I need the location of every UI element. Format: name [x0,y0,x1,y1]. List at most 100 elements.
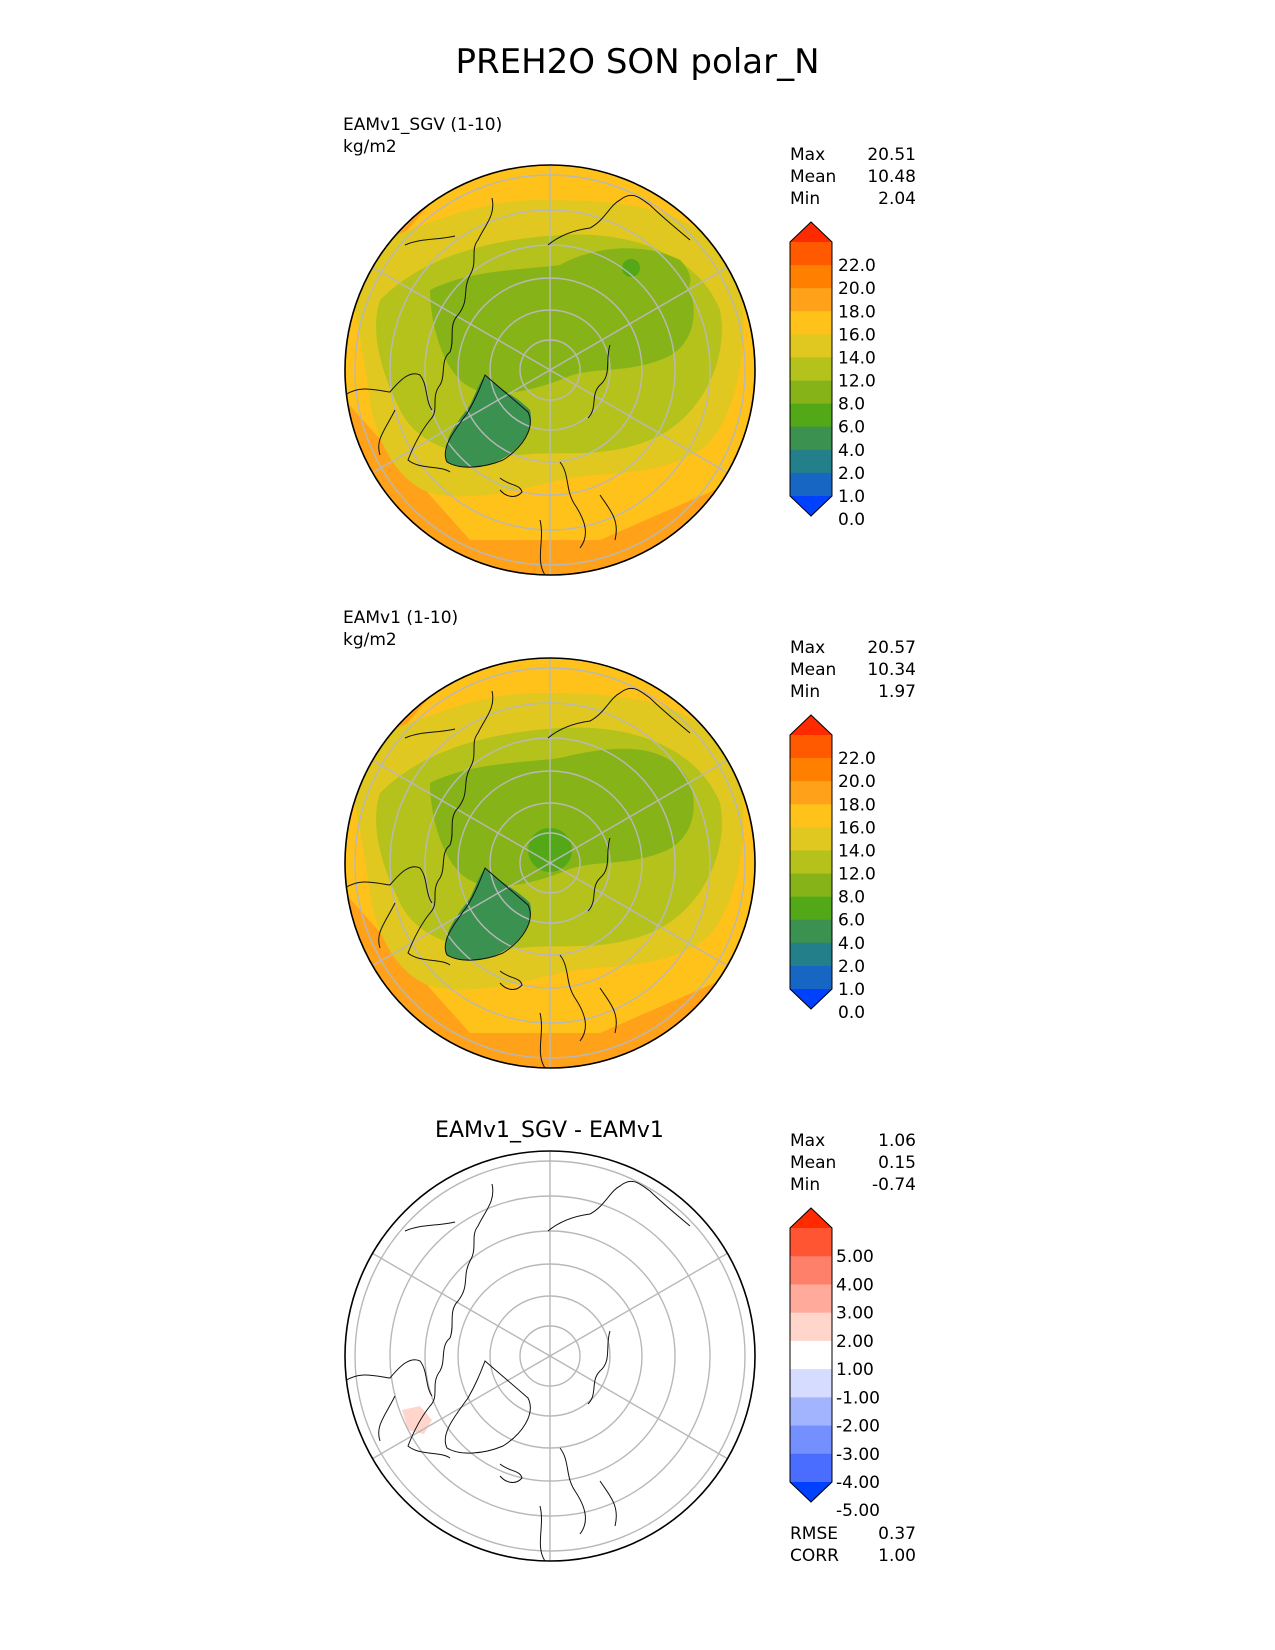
colorbar-tick-label: 1.0 [838,980,865,1000]
colorbar-tick-label: 22.0 [838,749,876,769]
colorbar-segment [790,311,832,335]
reference-map [344,657,756,1069]
colorbar-segment [790,781,832,805]
colorbar-tick-label: 5.00 [836,1247,874,1267]
colorbar-segment [790,472,832,497]
reference-coastlines [345,687,691,1068]
colorbar-tick-label: 6.0 [838,418,865,438]
stat-value: 10.48 [867,167,916,187]
colorbar-segment [790,827,832,851]
colorbar-segment [790,1397,832,1427]
test-coastlines [345,194,691,575]
colorbar-tick-label: 8.0 [838,395,865,415]
colorbar-segment [790,334,832,358]
colorbar-segment [790,403,832,428]
colorbar-segment [790,357,832,382]
colorbar-tick-label: 20.0 [838,772,876,792]
colorbar-segment [790,896,832,921]
test-colorbar: 22.0 20.0 18.0 16.0 14.0 12.0 8.0 6.0 4.0 2.0 1.0 0… [789,221,876,530]
difference-stats: Max 1.06 Mean 0.15 Min -0.74 [790,1130,916,1196]
colorbar-segment [790,1425,832,1455]
test-map-border [344,164,756,576]
test-model-label: EAMv1_SGV (1-10) [343,115,503,135]
colorbar-segment [790,1256,832,1285]
colorbar-segment [790,1312,832,1342]
colorbar-tick-label: -1.00 [836,1388,880,1408]
reference-stats: Max 20.57 Mean 10.34 Min 1.97 [790,637,916,703]
colorbar-segment [790,1284,832,1314]
reference-units-label: kg/m2 [343,630,397,650]
test-map-fill [345,165,755,575]
colorbar-segment [790,265,832,289]
colorbar-tick-label: 1.00 [836,1360,874,1380]
colorbar-tick-label: -2.00 [836,1417,880,1437]
figure-title: PREH2O SON polar_N [455,42,820,82]
colorbar-tick-label: -4.00 [836,1473,880,1493]
colorbar-tick-label: 14.0 [838,348,876,368]
colorbar-tick-label: 8.0 [838,888,865,908]
colorbar-tick-label: 18.0 [838,795,876,815]
stat-label: Mean [790,1153,837,1173]
colorbar-segment [790,919,832,944]
colorbar-segment [790,426,832,451]
colorbar-segment [790,449,832,474]
colorbar-tick-label: 18.0 [838,302,876,322]
colorbar-tick-label: 4.00 [836,1275,874,1295]
reference-colorbar: 22.0 20.0 18.0 16.0 14.0 12.0 8.0 6.0 4.0 2.0 1.0 0… [789,714,876,1023]
test-stats: Max 20.51 Mean 10.48 Min 2.04 [790,144,916,210]
difference-gridlines [354,1151,746,1561]
stat-value: 1.97 [878,682,916,702]
stat-label: Max [790,145,826,165]
colorbar-segment [790,942,832,967]
colorbar-segment [790,288,832,312]
colorbar-tick-label: 14.0 [838,841,876,861]
test-units-label: kg/m2 [343,137,397,157]
metric-value: 0.37 [878,1524,916,1544]
colorbar-tick-label: 2.00 [836,1332,874,1352]
colorbar-tick-label: -5.00 [836,1501,880,1521]
difference-map-border [344,1150,756,1562]
colorbar-segment [790,804,832,828]
stat-value: 2.04 [878,189,916,209]
colorbar-outline [789,714,833,1010]
colorbar-segment [790,850,832,875]
metric-label: CORR [790,1546,839,1566]
stat-label: Min [790,189,821,209]
colorbar-segment [790,1340,832,1370]
colorbar-segment [790,1453,832,1483]
test-title: EAMv1_SGV (1-10) kg/m2 [343,114,502,158]
colorbar-tick-label: 16.0 [838,325,876,345]
difference-coastlines [345,1180,691,1561]
colorbar-tick-label: 2.0 [838,957,865,977]
colorbar-tick-label: 12.0 [838,865,876,885]
difference-metrics: RMSE 0.37 CORR 1.00 [790,1523,916,1567]
reference-map-fill [345,658,755,1068]
reference-map-border [344,657,756,1069]
colorbar-extend-min [790,496,832,516]
colorbar-segment [790,965,832,990]
stat-label: Mean [790,167,837,187]
colorbar-tick-label: 4.0 [838,441,865,461]
stat-label: Min [790,682,821,702]
stat-label: Mean [790,660,837,680]
colorbar-segment [790,758,832,782]
colorbar-extend-max [790,222,832,242]
stat-label: Min [790,1175,821,1195]
colorbar-segment [790,1369,832,1398]
colorbar-tick-label: -3.00 [836,1445,880,1465]
colorbar-extend-max [790,715,832,735]
stat-value: 0.15 [878,1153,916,1173]
metric-label: RMSE [790,1524,839,1544]
colorbar-segment [790,873,832,898]
colorbar-tick-label: 20.0 [838,279,876,299]
stat-label: Max [790,638,826,658]
colorbar-extend-min [790,1482,832,1502]
reference-title: EAMv1 (1-10) kg/m2 [343,607,458,651]
colorbar-tick-label: 4.0 [838,934,865,954]
difference-map [344,1150,756,1562]
stat-value: 20.51 [867,145,916,165]
metric-value: 1.00 [878,1546,916,1566]
stat-value: 10.34 [867,660,916,680]
